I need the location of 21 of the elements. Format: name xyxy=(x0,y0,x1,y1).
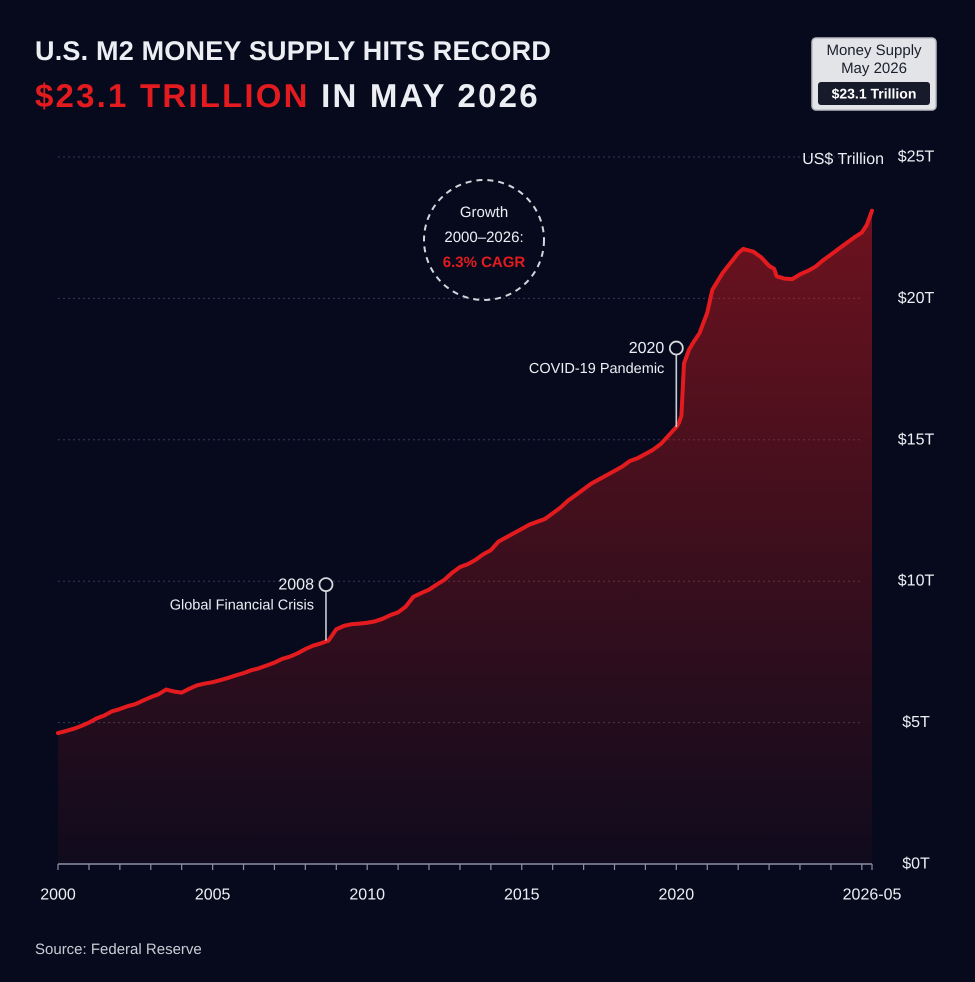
annotation: 2020 COVID-19 Pandemic xyxy=(528,340,664,378)
annotation: 2008 Global Financial Crisis xyxy=(170,576,314,614)
annotation: Growth 2000–2026: 6.3% CAGR xyxy=(442,204,526,270)
text: $23.1 Trillion xyxy=(832,86,916,102)
y-tick-label: $0T xyxy=(902,856,930,872)
y-tick-label: $15T xyxy=(898,431,934,448)
source-note: Source: Federal Reserve xyxy=(35,940,202,958)
y-tick-label: $20T xyxy=(898,290,934,307)
chart-subtitle: $23.1 TRILLION IN MAY 2026 xyxy=(35,77,540,114)
x-tick-label: 2000 xyxy=(40,886,76,904)
chart-title: U.S. M2 MONEY SUPPLY HITS RECORD xyxy=(35,36,552,66)
text: Money Supply May 2026 xyxy=(826,42,922,76)
x-tick-label: 2010 xyxy=(349,886,386,904)
x-tick-label: 2026-05 xyxy=(842,886,902,904)
y-tick-label: $5T xyxy=(902,714,930,732)
x-tick-label: 2020 xyxy=(658,886,694,904)
x-tick-label: 2015 xyxy=(504,886,540,904)
y-tick-label: $10T xyxy=(898,572,934,590)
x-tick-label: 2005 xyxy=(194,886,231,904)
y-tick-label: $25T xyxy=(898,148,934,166)
y-axis-title: US$ Trillion xyxy=(802,150,884,168)
